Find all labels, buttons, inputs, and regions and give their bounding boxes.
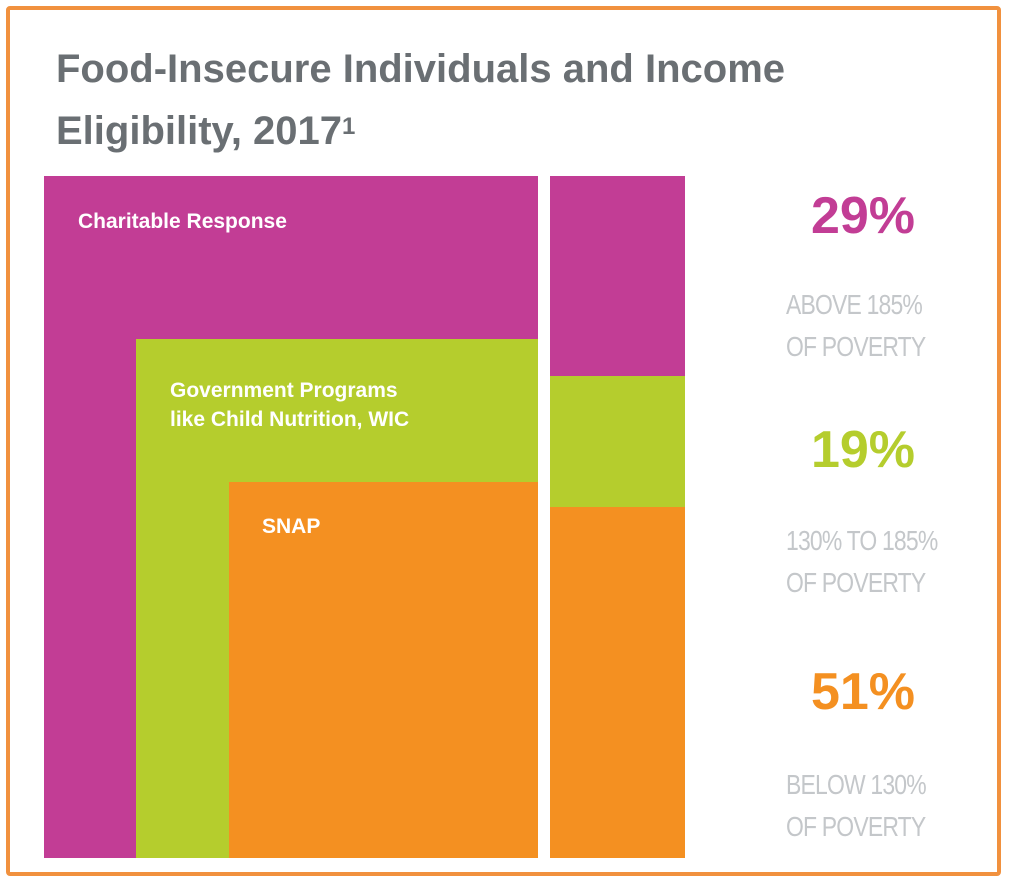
- title-footnote-marker: 1: [342, 113, 356, 140]
- description-above-185: ABOVE 185% OF POVERTY: [786, 289, 926, 362]
- government-programs-label: Government Programs like Child Nutrition…: [170, 379, 410, 431]
- percent-below-130: 51%: [810, 663, 916, 721]
- charitable-response-label: Charitable Response: [78, 210, 287, 233]
- proportion-bar-segment-130-to-185: [550, 375, 685, 507]
- percent-130-to-185: 19%: [810, 421, 916, 479]
- percent-above-185: 29%: [810, 187, 916, 245]
- description-below-130: BELOW 130% OF POVERTY: [786, 769, 927, 842]
- description-130-to-185: 130% TO 185% OF POVERTY: [786, 525, 938, 598]
- proportion-bar-segment-above-185: [550, 176, 685, 376]
- snap-label: SNAP: [262, 515, 321, 538]
- proportion-bar-segment-below-130: [550, 506, 685, 858]
- snap-area: [229, 482, 538, 858]
- chart-title: Food-Insecure Individuals and Income Eli…: [56, 47, 786, 153]
